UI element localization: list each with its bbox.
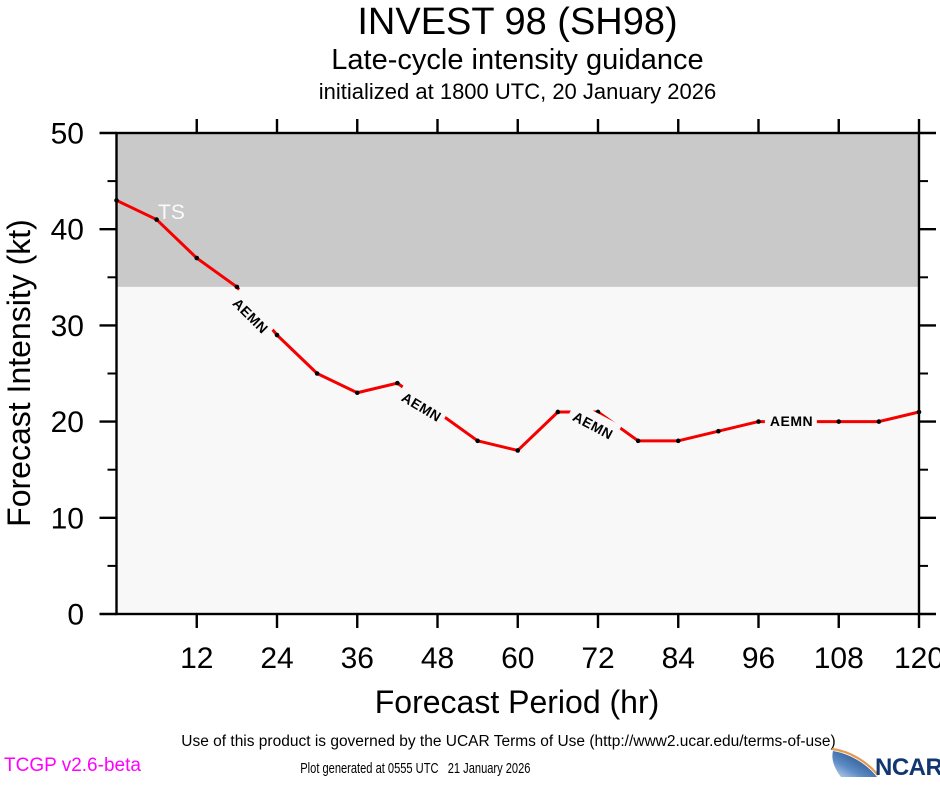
chart-subtitle: Late-cycle intensity guidance <box>331 44 704 76</box>
y-axis-tick-label: 0 <box>67 599 84 632</box>
series-label-backing <box>764 407 817 431</box>
y-axis-tick-label: 20 <box>51 406 84 439</box>
data-point <box>234 284 240 290</box>
series-label-backing <box>393 382 451 429</box>
version-label: TCGP v2.6-beta <box>4 755 141 776</box>
data-point <box>154 217 159 222</box>
data-point <box>876 419 882 424</box>
x-axis-tick-label: 84 <box>662 642 695 675</box>
data-point <box>716 428 721 434</box>
data-point <box>836 419 842 424</box>
x-axis-tick-label: 36 <box>341 642 374 675</box>
data-point <box>395 380 400 386</box>
series-label-backing <box>224 287 278 341</box>
data-point <box>354 390 360 396</box>
data-point <box>274 332 280 338</box>
data-point <box>314 371 320 376</box>
data-point <box>555 409 561 415</box>
data-point <box>194 255 200 261</box>
series-label: AEMN <box>770 413 813 429</box>
generated-timestamp: Plot generated at 0555 UTC 21 January 20… <box>300 760 531 777</box>
y-axis-tick-label: 50 <box>51 118 84 151</box>
chart-init-time: initialized at 1800 UTC, 20 January 2026 <box>318 79 717 104</box>
data-point <box>114 198 119 203</box>
plot-border <box>115 131 921 616</box>
y-axis-title: Forecast Intensity (kt) <box>1 219 37 527</box>
chart-title: INVEST 98 (SH98) <box>357 1 678 43</box>
x-axis-tick-label: 120 <box>894 642 940 675</box>
x-axis-tick-label: 60 <box>501 642 534 675</box>
data-point <box>475 438 480 444</box>
x-axis-tick-label: 96 <box>742 642 775 675</box>
terms-of-use-text: Use of this product is governed by the U… <box>181 733 836 750</box>
data-point <box>515 448 521 453</box>
x-axis-tick-label: 72 <box>581 642 614 675</box>
y-axis-tick-label: 40 <box>51 214 84 247</box>
x-axis-tick-label: 108 <box>814 642 864 675</box>
data-point <box>635 438 641 444</box>
intensity-zone-TS <box>116 133 919 287</box>
x-axis-tick-label: 48 <box>421 642 454 675</box>
x-axis-tick-label: 24 <box>260 642 293 675</box>
ncar-logo-swoosh <box>832 751 877 777</box>
x-axis-tick-label: 12 <box>180 642 213 675</box>
ts-zone-label: TS <box>158 201 185 224</box>
y-axis-tick-label: 10 <box>51 502 84 535</box>
ncar-logo-swoosh-stripe <box>831 747 879 776</box>
plot-area: 12 24 36 48 60 72 84 96 108 12001020304050AEMNAEM… <box>51 118 940 676</box>
x-axis-title: Forecast Period (hr) <box>375 684 660 720</box>
y-axis-tick-label: 30 <box>51 310 84 343</box>
data-point <box>916 409 922 415</box>
data-point <box>756 419 761 424</box>
ncar-logo-text: NCAR <box>875 754 940 780</box>
series-label-backing <box>564 401 622 447</box>
ncar-logo: NCAR <box>831 747 940 780</box>
data-point <box>675 438 681 444</box>
series-label-group: AEMN <box>764 407 817 431</box>
